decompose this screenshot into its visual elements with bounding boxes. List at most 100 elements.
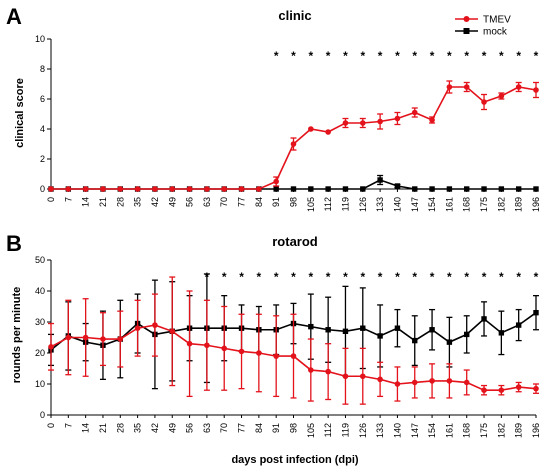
rotarod-tmev-point — [411, 379, 418, 386]
rotarod-significance-star: * — [534, 270, 539, 284]
rotarod-tmev-point — [238, 348, 245, 355]
clinic-y-tick-label: 8 — [40, 64, 45, 74]
rotarod-y-tick-label: 30 — [35, 317, 45, 327]
legend-tmev-label: TMEV — [483, 15, 511, 26]
rotarod-x-tick-label: 0 — [46, 423, 56, 428]
clinic-tmev-point — [100, 186, 106, 192]
rotarod-significance-star: * — [326, 270, 331, 284]
rotarod-y-tick-label: 10 — [35, 379, 45, 389]
rotarod-y-tick-label: 0 — [40, 410, 45, 420]
clinic-tmev-point — [359, 120, 366, 126]
legend-mock-marker — [463, 28, 470, 34]
rotarod-mock-point — [533, 310, 539, 316]
rotarod-x-tick-label: 161 — [444, 423, 454, 438]
rotarod-significance-star: * — [499, 270, 504, 284]
rotarod-tmev-point — [290, 353, 297, 359]
rotarod-mock-point — [498, 330, 505, 336]
clinic-mock-point — [533, 186, 539, 192]
clinic-y-tick-label: 10 — [35, 34, 45, 44]
rotarod-x-tick-label: 35 — [133, 423, 143, 433]
clinic-tmev-point — [377, 118, 383, 125]
rotarod-mock-point — [325, 327, 331, 333]
clinic-tmev-point — [134, 186, 141, 192]
clinic-plot: 0 2 4 6 8 10 0 7 14 21 28 35 42 49 56 63 70 77 84 91 98 105 11… — [35, 34, 541, 212]
rotarod-tmev-point — [481, 387, 487, 394]
rotarod-x-tick-label: 14 — [81, 423, 91, 433]
clinic-significance-star: * — [360, 49, 365, 63]
rotarod-tmev-point — [325, 368, 331, 375]
clinic-x-tick-label: 154 — [427, 197, 437, 212]
clinic-tmev-point — [481, 99, 487, 105]
clinic-x-tick-label: 140 — [392, 197, 402, 212]
clinic-significance-star: * — [534, 49, 539, 63]
legend: TMEV mock — [455, 15, 511, 38]
clinic-x-tick-label: 119 — [340, 197, 350, 211]
clinic-mock-point — [308, 186, 314, 192]
rotarod-tmev-point — [117, 336, 124, 342]
rotarod-significance-star: * — [378, 270, 383, 284]
rotarod-x-tick-label: 196 — [531, 423, 541, 438]
rotarod-mock-point — [308, 323, 314, 330]
clinic-significance-star: * — [291, 49, 296, 63]
rotarod-x-tick-label: 112 — [323, 423, 333, 437]
rotarod-mock-point — [446, 339, 453, 345]
clinic-x-tick-label: 98 — [289, 197, 299, 207]
rotarod-title: rotarod — [272, 234, 318, 249]
clinic-significance-star: * — [395, 49, 400, 63]
rotarod-mock-point — [412, 337, 418, 344]
rotarod-x-tick-label: 154 — [427, 423, 437, 438]
rotarod-plot: 0 10 20 30 40 50 0 7 14 21 28 35 42 49 56 63 70 77 84 91 98 1… — [35, 255, 541, 438]
clinic-tmev-point — [169, 186, 176, 192]
rotarod-significance-star: * — [274, 270, 279, 284]
clinic-mock-point — [481, 186, 487, 192]
rotarod-mock-point — [464, 331, 470, 338]
clinic-x-tick-label: 161 — [444, 197, 454, 212]
clinic-mock-point — [360, 186, 366, 192]
clinic-title: clinic — [278, 8, 311, 23]
rotarod-significance-star: * — [257, 270, 262, 284]
clinic-tmev-point — [204, 186, 210, 192]
rotarod-tmev-point — [221, 345, 228, 352]
clinic-mock-point — [412, 186, 418, 192]
clinic-x-tick-label: 147 — [410, 197, 420, 212]
clinic-y-tick-label: 0 — [40, 184, 45, 194]
rotarod-x-tick-label: 140 — [392, 423, 402, 438]
rotarod-x-tick-label: 56 — [185, 423, 195, 433]
clinic-tmev-point — [186, 186, 193, 192]
clinic-significance-star: * — [343, 49, 348, 63]
rotarod-significance-star: * — [430, 270, 435, 284]
clinic-significance-star: * — [516, 49, 521, 63]
clinic-mock-point — [394, 183, 401, 189]
clinic-tmev-point — [65, 186, 72, 192]
clinic-y-tick-label: 2 — [40, 154, 45, 164]
clinic-tmev-point — [48, 186, 54, 192]
rotarod-mock-point — [377, 333, 383, 339]
clinic-mock-point — [342, 186, 349, 192]
clinic-tmev-point — [325, 129, 331, 135]
rotarod-mock-point — [360, 325, 366, 331]
clinic-significance-star: * — [378, 49, 383, 63]
rotarod-tmev-point — [100, 336, 106, 342]
rotarod-x-tick-label: 91 — [271, 423, 281, 433]
rotarod-x-tick-label: 168 — [462, 423, 472, 438]
clinic-tmev-point — [82, 186, 89, 192]
clinic-tmev-point — [411, 109, 418, 116]
rotarod-y-tick-label: 50 — [35, 255, 45, 265]
rotarod-significance-star: * — [464, 270, 469, 284]
clinic-x-tick-label: 126 — [358, 197, 368, 212]
clinic-x-tick-label: 182 — [496, 197, 506, 212]
clinic-tmev-point — [273, 178, 279, 185]
rotarod-x-tick-label: 119 — [340, 423, 350, 437]
rotarod-significance-star: * — [291, 270, 296, 284]
rotarod-tmev-point — [152, 322, 158, 328]
rotarod-x-tick-label: 28 — [115, 423, 125, 433]
clinic-tmev-point — [463, 84, 470, 90]
clinic-mock-point — [464, 186, 470, 192]
clinic-mock-point — [515, 186, 522, 192]
rotarod-tmev-point — [359, 373, 366, 380]
clinic-x-tick-label: 77 — [237, 197, 247, 207]
panel-letter-b: B — [6, 231, 22, 256]
clinic-mock-point — [273, 186, 279, 192]
clinic-tmev-point — [446, 84, 453, 90]
clinic-mock-point — [290, 186, 297, 192]
